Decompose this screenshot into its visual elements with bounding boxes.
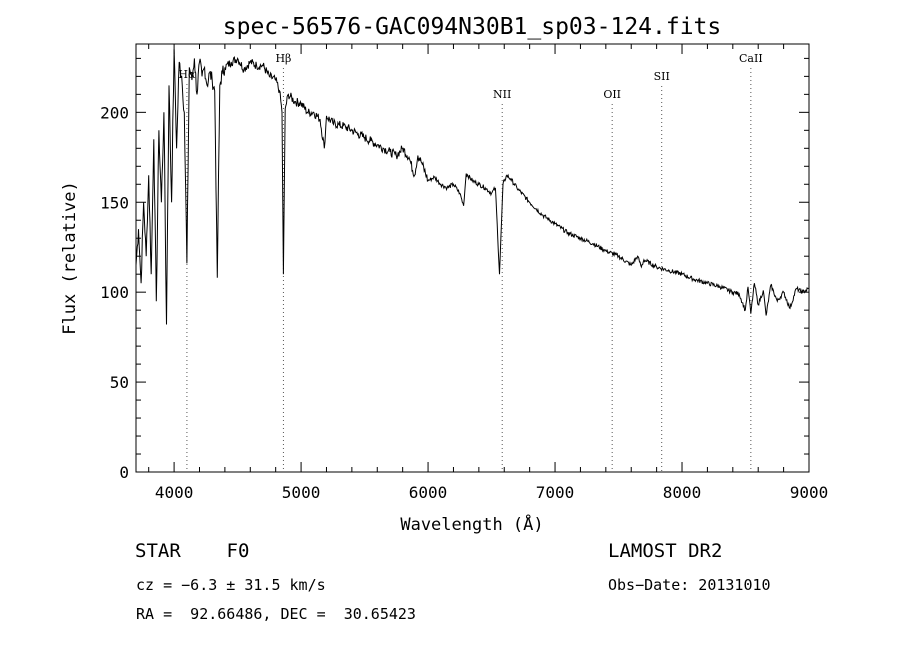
survey-name: LAMOST DR2 xyxy=(608,540,723,562)
x-tick-label: 9000 xyxy=(790,483,829,502)
object-type: STAR F0 xyxy=(135,540,250,562)
x-axis-label: Wavelength (Å) xyxy=(400,513,543,535)
y-tick-label: 100 xyxy=(100,283,129,302)
y-axis-label: Flux (relative) xyxy=(60,181,80,335)
chart-title: spec-56576-GAC094N30B1_sp03-124.fits xyxy=(223,14,722,40)
y-tick-label: 200 xyxy=(100,103,129,122)
x-tick-label: 8000 xyxy=(663,483,702,502)
line-marker-label: OII xyxy=(603,88,621,101)
line-marker-label: NII xyxy=(493,88,511,101)
x-tick-label: 7000 xyxy=(536,483,575,502)
y-tick-label: 50 xyxy=(110,373,129,392)
line-marker-label: Hβ xyxy=(275,52,291,65)
y-tick-label: 150 xyxy=(100,193,129,212)
y-tick-label: 0 xyxy=(119,463,129,482)
spectrum-line xyxy=(135,49,810,325)
x-tick-label: 4000 xyxy=(155,483,194,502)
x-tick-label: 5000 xyxy=(282,483,321,502)
series-group xyxy=(135,49,810,325)
line-marker-label: SII xyxy=(654,70,670,83)
ra-dec: RA = 92.66486, DEC = 30.65423 xyxy=(136,605,416,623)
plot-frame xyxy=(135,43,810,473)
redshift-cz: cz = −6.3 ± 31.5 km/s xyxy=(136,576,326,594)
x-tick-label: 6000 xyxy=(409,483,448,502)
axes: 4000 5000 6000 7000 8000 9000 0 50 100 150 200 xyxy=(100,43,829,502)
line-marker-label: CaII xyxy=(739,52,763,65)
observation-date: Obs−Date: 20131010 xyxy=(608,576,771,594)
